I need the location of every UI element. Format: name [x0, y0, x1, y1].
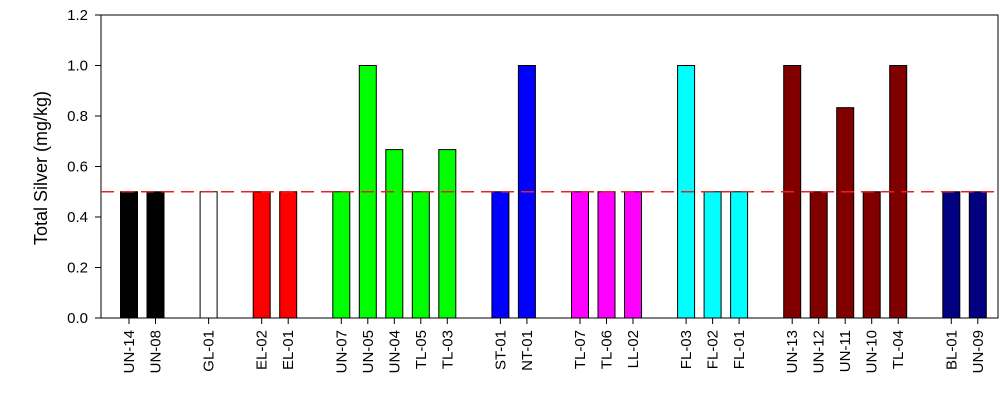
bar — [836, 107, 855, 319]
y-tick-label: 0.4 — [67, 209, 88, 226]
bar — [199, 191, 218, 319]
bar — [332, 191, 351, 319]
bar — [862, 191, 881, 319]
x-tick-label: TL-04 — [890, 330, 907, 369]
x-tick-label: FL-03 — [678, 330, 695, 369]
x-tick-label: UN-04 — [386, 330, 403, 373]
bar — [703, 191, 722, 319]
x-tick-label: BL-01 — [943, 330, 960, 370]
x-tick-label: FL-02 — [705, 330, 722, 369]
x-tick-label: UN-08 — [148, 330, 165, 373]
x-tick-label: ST-01 — [492, 330, 509, 370]
y-axis-title: Total Silver (mg/kg) — [31, 91, 51, 245]
y-tick-label: 0.0 — [67, 310, 88, 327]
bar — [252, 191, 271, 319]
bar — [120, 191, 138, 319]
bar — [146, 191, 165, 319]
x-tick-label: UN-13 — [784, 330, 801, 373]
x-tick-label: TL-05 — [413, 330, 430, 369]
x-tick-label: UN-09 — [970, 330, 987, 373]
x-tick-label: NT-01 — [519, 330, 536, 371]
bar — [597, 191, 616, 319]
bar — [571, 191, 589, 319]
y-tick-label: 0.8 — [67, 108, 88, 125]
x-tick-label: TL-07 — [572, 330, 589, 369]
x-tick-label: TL-03 — [439, 330, 456, 369]
x-tick-label: UN-10 — [864, 330, 881, 373]
x-tick-label: UN-07 — [333, 330, 350, 373]
bar — [624, 191, 642, 319]
bar — [411, 191, 430, 319]
bar — [491, 191, 510, 319]
bar — [942, 191, 961, 319]
y-tick-label: 0.6 — [67, 159, 88, 176]
x-tick-label: UN-11 — [837, 330, 854, 372]
x-tick-label: UN-14 — [121, 330, 138, 373]
x-tick-label: LL-02 — [625, 330, 642, 368]
x-tick-label: UN-05 — [360, 330, 377, 373]
x-tick-label: TL-06 — [599, 330, 616, 369]
y-tick-label: 1.0 — [67, 58, 88, 75]
bar — [730, 191, 749, 319]
bar — [809, 191, 828, 319]
plot-area: 0.0 0.2 0.4 0.6 0.8 1.0 1.2 UN-14 UN-08 GL-01 EL-0… — [67, 7, 999, 373]
x-tick-label: EL-01 — [280, 330, 297, 370]
x-tick-label: UN-12 — [811, 330, 828, 373]
y-tick-label: 1.2 — [67, 7, 88, 24]
bar — [279, 191, 298, 319]
x-tick-label: FL-01 — [731, 330, 748, 369]
bar — [385, 149, 404, 319]
x-tick-label: EL-02 — [254, 330, 271, 370]
x-tick-label: GL-01 — [201, 330, 218, 372]
y-tick-label: 0.2 — [67, 260, 88, 277]
bar — [438, 149, 457, 319]
bar — [968, 191, 987, 319]
